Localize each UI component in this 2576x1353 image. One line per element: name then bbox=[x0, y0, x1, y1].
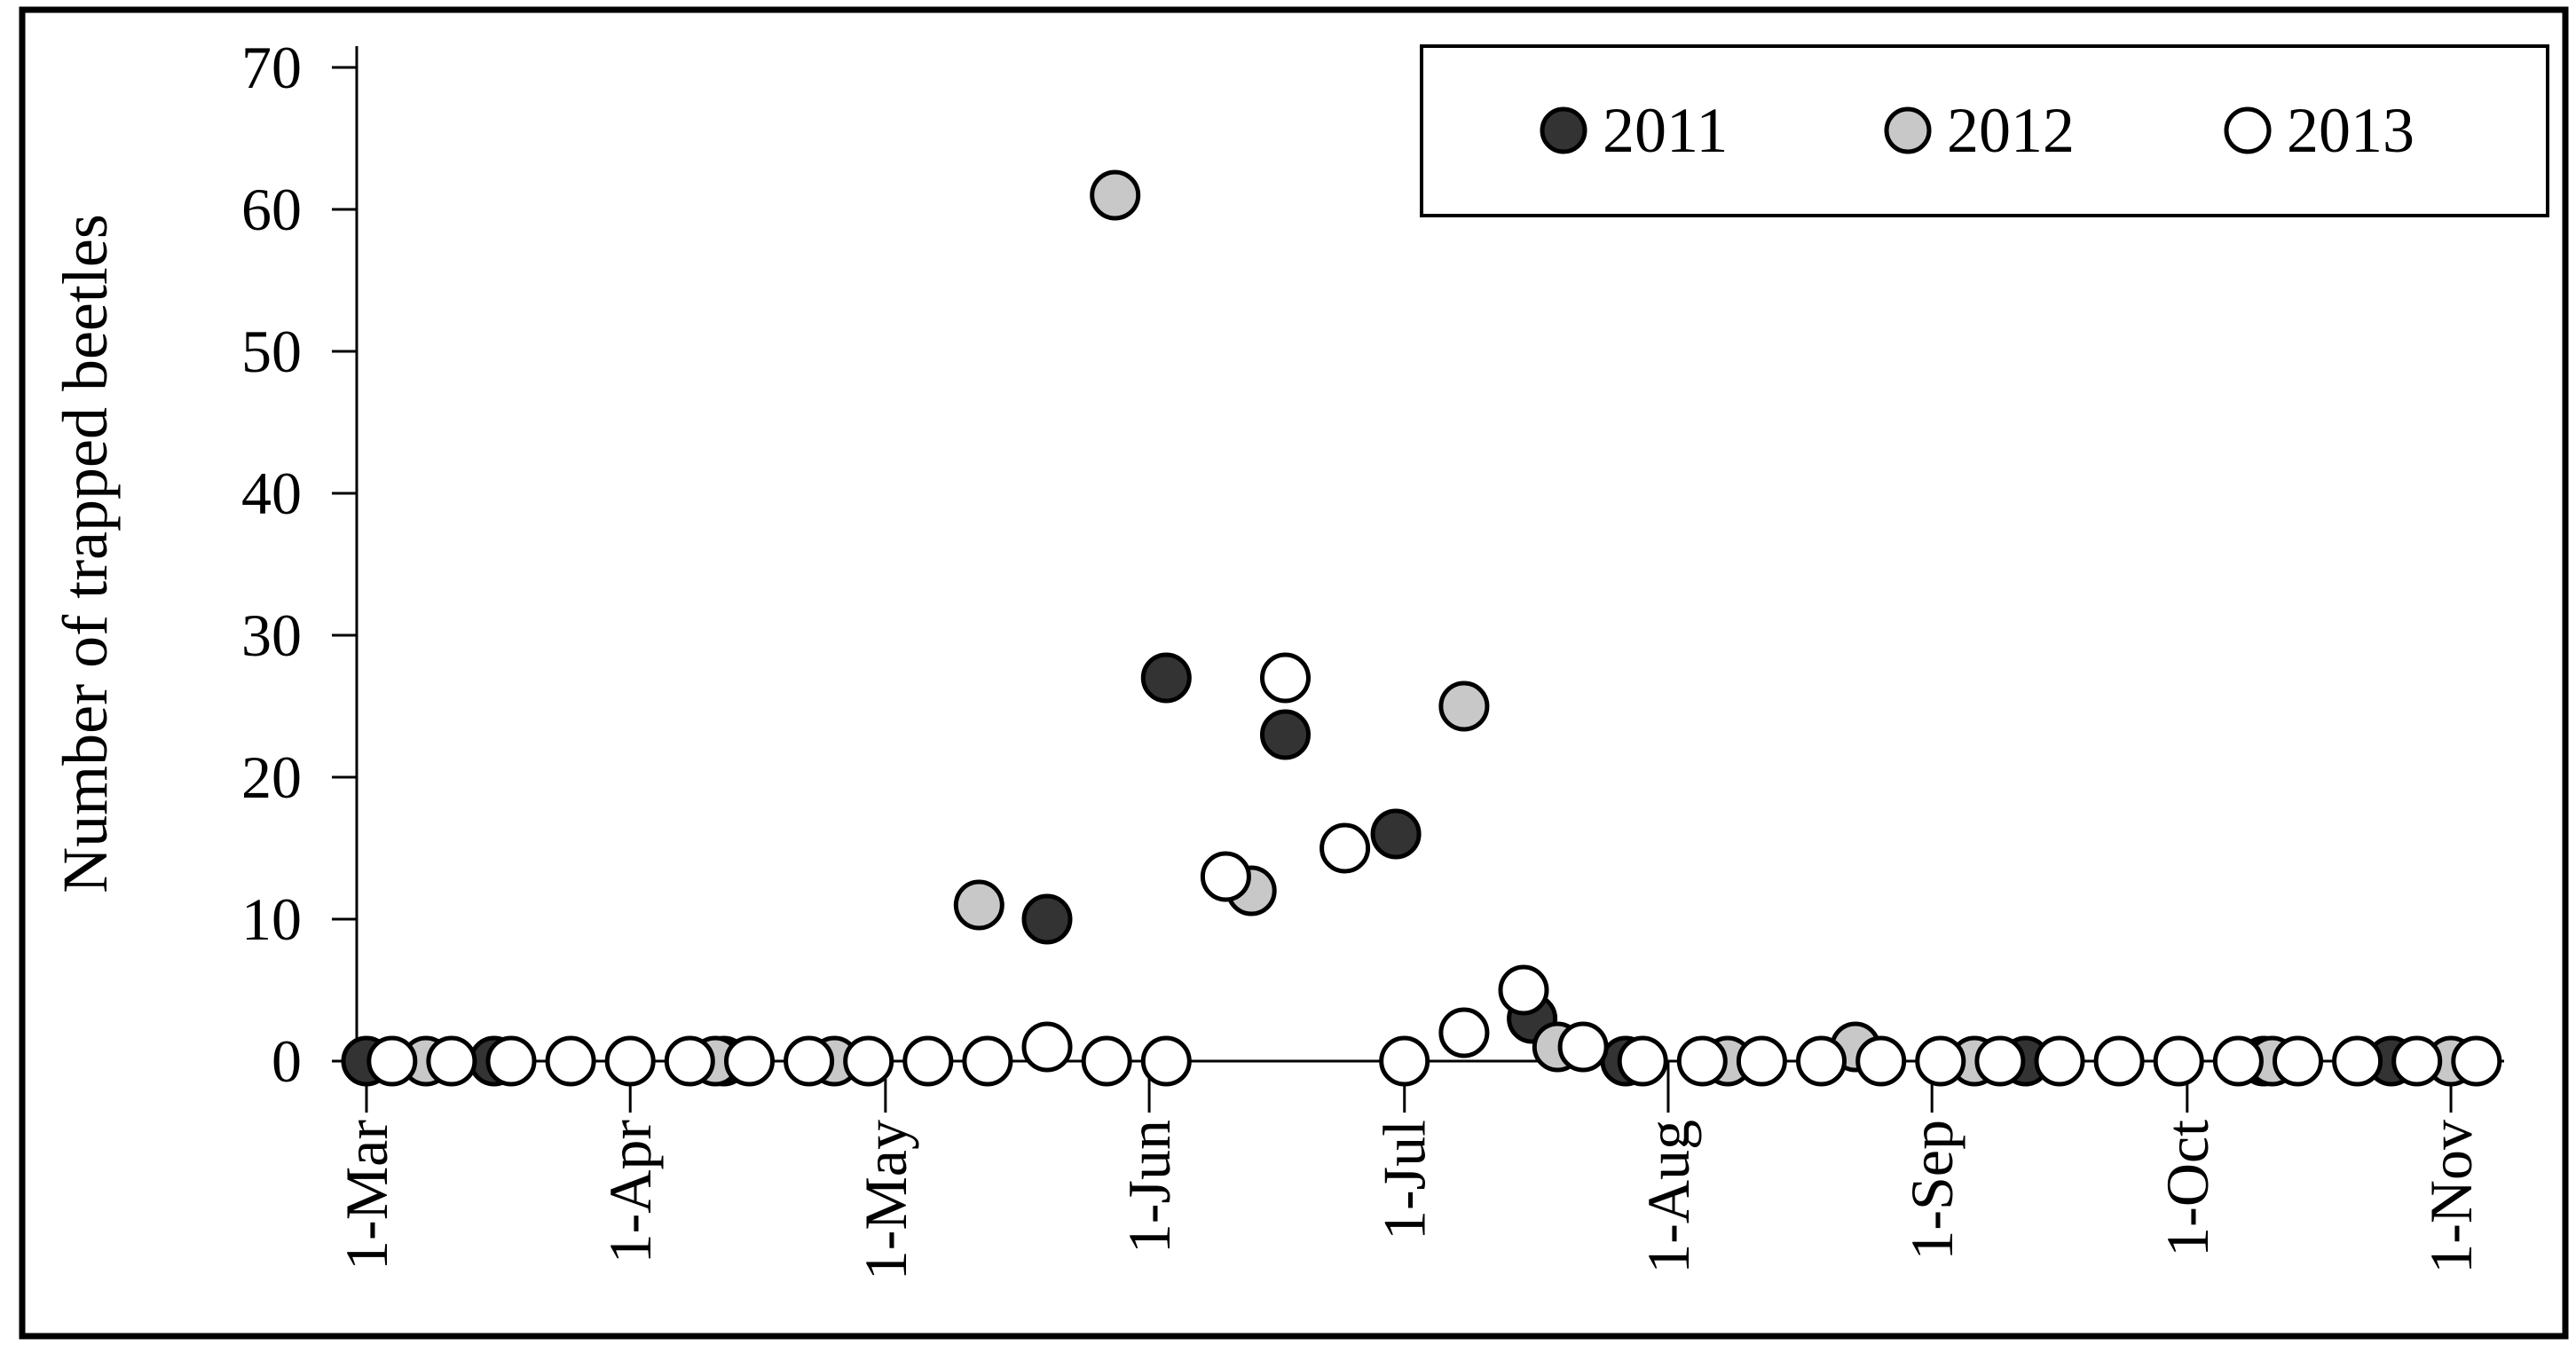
data-point-2013 bbox=[1915, 1035, 1966, 1087]
data-point-2013 bbox=[1974, 1035, 2026, 1087]
data-point-2013 bbox=[1736, 1035, 1787, 1087]
data-point-2012 bbox=[953, 879, 1004, 931]
y-tick-label: 20 bbox=[241, 743, 302, 811]
x-tick-label: 1-Nov bbox=[2417, 1120, 2485, 1274]
data-point-2013 bbox=[1557, 1021, 1609, 1073]
x-tick-label: 1-Apr bbox=[596, 1120, 664, 1264]
x-tick-label: 1-Jul bbox=[1371, 1120, 1438, 1240]
data-point-2013 bbox=[1676, 1035, 1728, 1087]
data-point-2013 bbox=[426, 1035, 477, 1087]
data-point-2013 bbox=[604, 1035, 656, 1087]
data-point-2013 bbox=[1021, 1021, 1073, 1073]
y-tick-label: 30 bbox=[241, 602, 302, 669]
data-point-2013 bbox=[1379, 1035, 1430, 1087]
data-point-2013 bbox=[1200, 851, 1251, 902]
data-point-2013 bbox=[2273, 1035, 2323, 1087]
data-point-2013 bbox=[2391, 1035, 2443, 1087]
data-point-2013 bbox=[2212, 1035, 2264, 1087]
data-point-2013 bbox=[2093, 1035, 2145, 1087]
data-point-2013 bbox=[664, 1035, 715, 1087]
data-point-2013 bbox=[784, 1035, 835, 1087]
legend-marker-2012 bbox=[1884, 106, 1932, 154]
data-point-2013 bbox=[962, 1035, 1013, 1087]
legend-label: 2011 bbox=[1603, 95, 1728, 166]
data-point-2013 bbox=[1855, 1035, 1907, 1087]
legend-marker-2011 bbox=[1540, 106, 1587, 154]
y-tick-label: 70 bbox=[241, 34, 302, 101]
data-point-2013 bbox=[1081, 1035, 1132, 1087]
data-point-2013 bbox=[1617, 1035, 1668, 1087]
y-tick-label: 60 bbox=[241, 176, 302, 243]
x-tick-label: 1-Aug bbox=[1635, 1120, 1702, 1274]
x-tick-label: 1-Jun bbox=[1115, 1120, 1183, 1254]
data-point-2013 bbox=[1140, 1035, 1192, 1087]
data-point-2013 bbox=[724, 1035, 775, 1087]
data-point-2013 bbox=[2153, 1035, 2204, 1087]
data-point-2013 bbox=[1260, 652, 1311, 704]
legend-label: 2012 bbox=[1947, 95, 2075, 166]
data-point-2013 bbox=[545, 1035, 596, 1087]
x-tick-label: 1-May bbox=[852, 1120, 919, 1280]
data-point-2013 bbox=[1438, 1007, 1490, 1058]
data-point-2011 bbox=[1370, 808, 1422, 860]
x-tick-label: 1-Sep bbox=[1898, 1120, 1965, 1261]
data-point-2013 bbox=[843, 1035, 894, 1087]
data-point-2012 bbox=[1438, 680, 1490, 732]
y-tick-label: 10 bbox=[241, 885, 302, 953]
legend-marker-2013 bbox=[2224, 106, 2272, 154]
data-point-2013 bbox=[1498, 964, 1549, 1016]
data-point-2013 bbox=[1320, 822, 1371, 874]
y-axis-title: Number of trapped beetles bbox=[50, 214, 121, 893]
data-point-2013 bbox=[485, 1035, 537, 1087]
x-tick-label: 1-Mar bbox=[333, 1120, 400, 1270]
data-point-2013 bbox=[366, 1035, 418, 1087]
y-tick-label: 50 bbox=[241, 318, 302, 385]
legend-box bbox=[1420, 44, 2549, 217]
data-point-2013 bbox=[2332, 1035, 2383, 1087]
data-point-2011 bbox=[1140, 652, 1192, 704]
data-point-2011 bbox=[1260, 709, 1311, 760]
data-point-2013 bbox=[2034, 1035, 2085, 1087]
y-tick-label: 0 bbox=[272, 1027, 302, 1095]
data-point-2013 bbox=[2451, 1035, 2502, 1087]
y-tick-label: 40 bbox=[241, 460, 302, 527]
legend-label: 2013 bbox=[2287, 95, 2415, 166]
x-tick-label: 1-Oct bbox=[2154, 1120, 2221, 1257]
data-point-2013 bbox=[1796, 1035, 1847, 1087]
data-point-2013 bbox=[902, 1035, 954, 1087]
data-point-2012 bbox=[1090, 169, 1141, 221]
data-point-2011 bbox=[1021, 893, 1073, 945]
